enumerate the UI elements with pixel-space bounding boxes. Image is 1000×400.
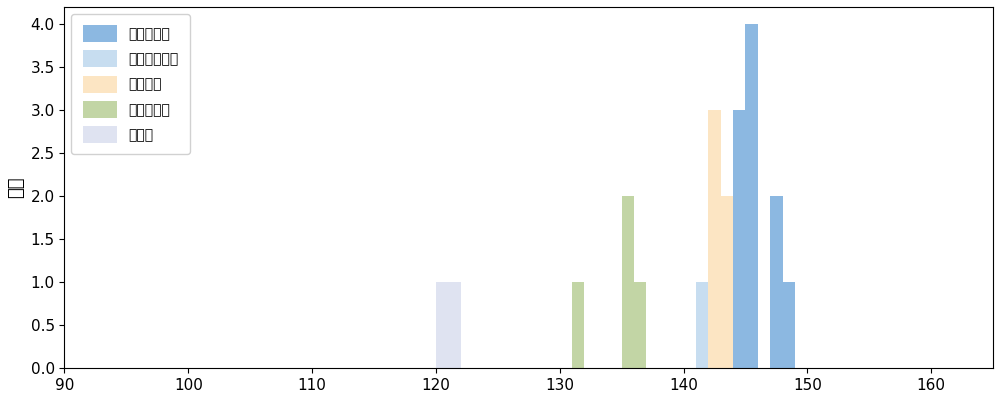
Bar <box>622 196 634 368</box>
Legend: ストレート, カットボール, シンカー, スライダー, カーブ: ストレート, カットボール, シンカー, スライダー, カーブ <box>71 14 190 154</box>
Y-axis label: 球数: 球数 <box>7 177 25 198</box>
Bar <box>696 282 708 368</box>
Bar <box>783 282 795 368</box>
Bar <box>436 282 448 368</box>
Bar <box>745 24 758 368</box>
Bar <box>721 196 733 368</box>
Bar <box>448 282 461 368</box>
Bar <box>770 196 783 368</box>
Bar <box>572 282 584 368</box>
Bar <box>708 110 721 368</box>
Bar <box>634 282 646 368</box>
Bar <box>733 110 745 368</box>
